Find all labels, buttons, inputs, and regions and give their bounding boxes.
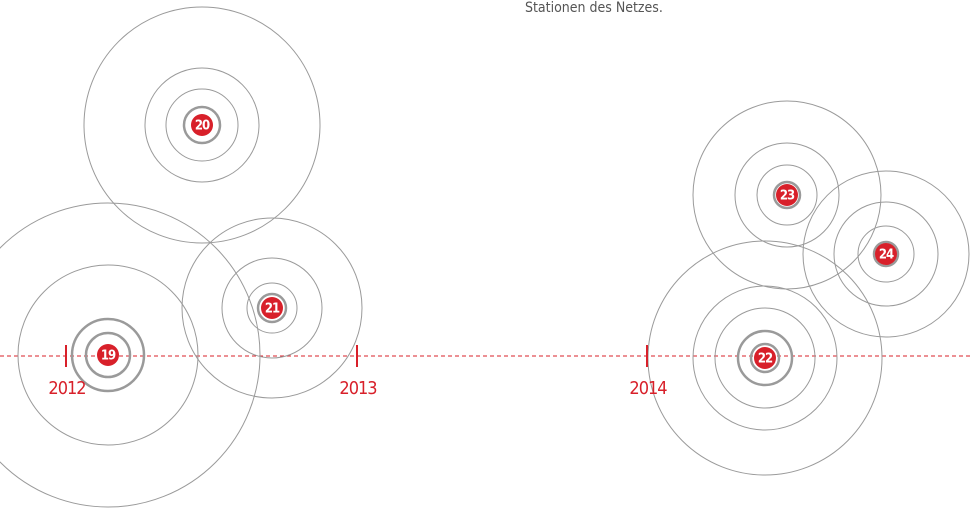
ring <box>221 257 323 359</box>
ring <box>0 202 261 508</box>
ring <box>756 164 818 226</box>
ring <box>736 329 794 387</box>
ring <box>772 180 802 210</box>
node-label: 22 <box>758 352 773 367</box>
node-dot <box>261 297 283 319</box>
ring <box>857 225 915 283</box>
ring <box>872 240 900 268</box>
ring <box>749 342 781 374</box>
node-dot <box>754 347 776 369</box>
node-dot <box>776 184 798 206</box>
ring <box>181 217 363 399</box>
ring <box>70 317 146 393</box>
ring <box>144 67 260 183</box>
ring <box>256 292 288 324</box>
ring <box>833 201 939 307</box>
node-label: 24 <box>879 248 894 263</box>
node-label: 23 <box>780 189 795 204</box>
caption: Stationen des Netzes. <box>525 0 663 16</box>
ring <box>165 88 239 162</box>
ring <box>692 100 882 290</box>
rings <box>0 6 970 508</box>
node-dot <box>875 243 897 265</box>
node-dot <box>97 344 119 366</box>
ring <box>83 6 321 244</box>
node-dot <box>191 114 213 136</box>
ring <box>84 331 132 379</box>
labels: 2012 2013 2014 19 20 21 22 23 24 <box>48 114 897 399</box>
node-label: 20 <box>195 119 210 134</box>
year-label: 2012 <box>48 378 85 399</box>
year-label: 2013 <box>339 378 377 399</box>
ring <box>182 105 222 145</box>
node-label: 19 <box>101 349 116 364</box>
ring <box>17 264 199 446</box>
node-label: 21 <box>265 302 280 317</box>
ring <box>802 170 970 338</box>
ring <box>246 282 298 334</box>
ring <box>734 142 840 248</box>
year-label: 2014 <box>629 378 667 399</box>
ring <box>714 307 816 409</box>
